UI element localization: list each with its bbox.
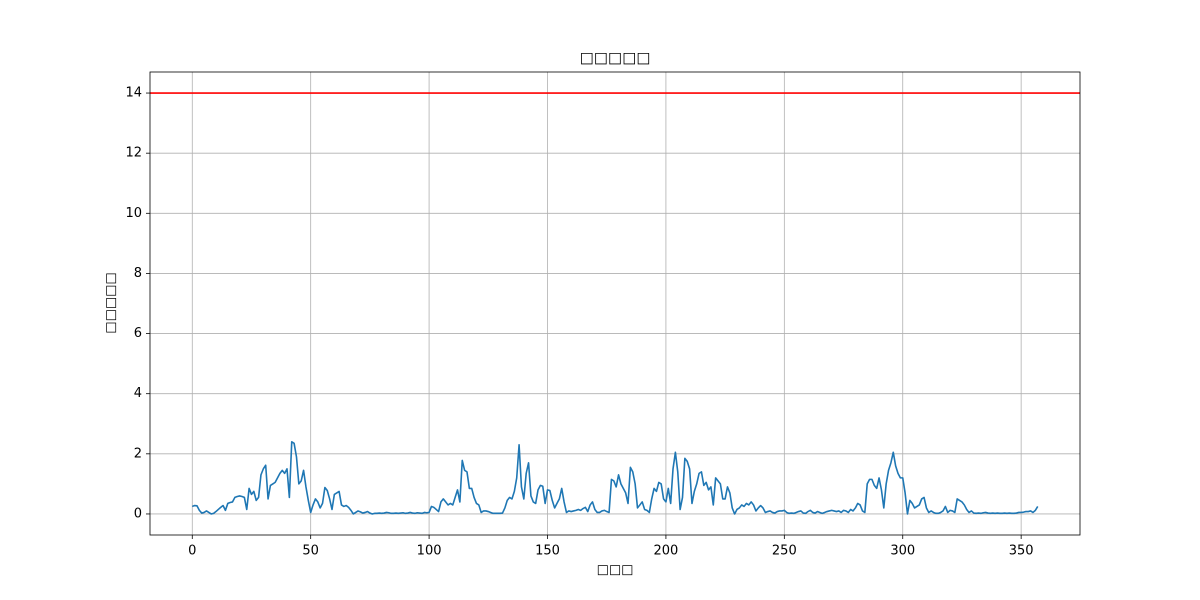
x-tick-label: 150 (535, 544, 560, 559)
y-tick-label: 6 (134, 326, 142, 341)
x-tick-label: 100 (417, 544, 442, 559)
y-tick-label: 2 (134, 446, 142, 461)
x-tick-label: 50 (302, 544, 319, 559)
y-tick-label: 14 (125, 86, 142, 101)
x-tick-label: 250 (772, 544, 797, 559)
plot-frame (149, 71, 1081, 536)
y-tick-label: 8 (134, 266, 142, 281)
data-line (191, 440, 1039, 515)
y-axis-label: □□□□□ (104, 272, 119, 333)
y-tick-label: 4 (134, 386, 142, 401)
x-axis-label: □□□ (597, 563, 634, 578)
y-tick-label: 10 (125, 206, 142, 221)
x-tick-label: 200 (654, 544, 679, 559)
x-tick-label: 0 (188, 544, 196, 559)
x-tick-label: 350 (1009, 544, 1034, 559)
y-tick-label: 0 (134, 506, 142, 521)
x-tick-label: 300 (890, 544, 915, 559)
y-tick-label: 12 (125, 146, 142, 161)
chart-title: □□□□□ (580, 49, 651, 67)
